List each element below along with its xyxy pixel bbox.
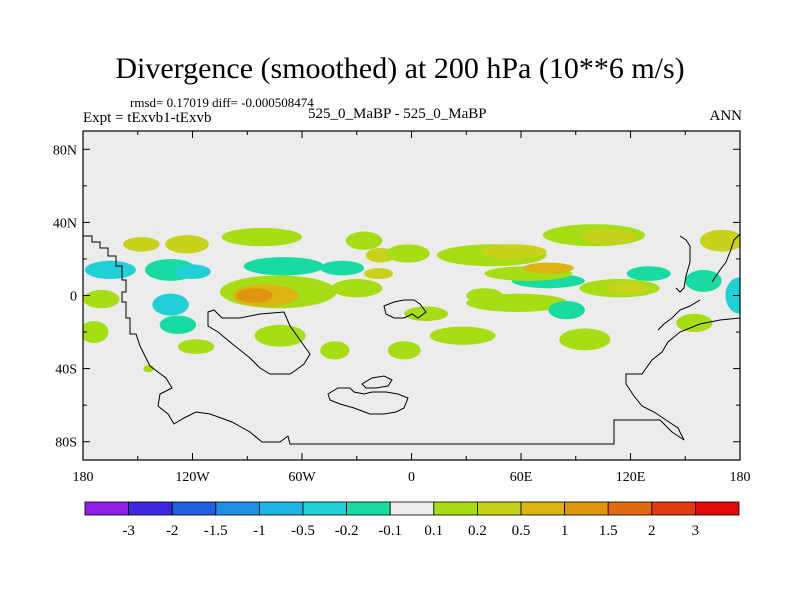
colorbar-swatch-5: [302, 501, 347, 516]
colorbar-swatch-12: [607, 501, 653, 516]
contour-region-10: [699, 229, 740, 252]
contour-region-30: [152, 293, 189, 316]
y-tick-label-1: 40N: [53, 216, 77, 231]
experiment-label: Expt = tExvb1-tExvb: [83, 110, 212, 126]
y-tick-label-3: 40S: [55, 363, 77, 378]
colorbar-swatch-14: [695, 501, 740, 516]
coastline-4: [207, 309, 311, 375]
coastline-1: [139, 345, 289, 443]
y-tick-label-4: 80S: [55, 436, 77, 451]
contour-region-17: [626, 266, 671, 281]
contour-region-23: [331, 279, 383, 298]
y-tick-label-0: 80N: [53, 143, 77, 158]
chart-title: Divergence (smoothed) at 200 hPa (10**6 …: [115, 52, 685, 85]
contour-fill-group: [83, 224, 740, 373]
contour-region-15: [320, 260, 365, 276]
contour-region-40: [320, 341, 350, 360]
coastline-7: [383, 299, 427, 319]
coastline-5: [327, 387, 409, 415]
coastline-group: [83, 233, 740, 445]
contour-region-14: [243, 257, 324, 276]
x-tick-label-4: 60E: [510, 470, 533, 485]
colorbar-label-2: -1.5: [204, 523, 228, 539]
contour-region-31: [159, 315, 197, 334]
contour-region-33: [466, 288, 503, 303]
contour-region-3: [345, 231, 383, 250]
season-label: ANN: [709, 108, 743, 124]
contour-region-1: [123, 237, 160, 252]
contour-region-29: [83, 290, 120, 309]
colorbar-swatch-10: [520, 501, 565, 516]
colorbar-swatch-9: [476, 501, 522, 516]
contour-region-24: [364, 268, 394, 280]
contour-region-28: [604, 282, 649, 294]
contour-region-19: [725, 277, 740, 314]
coastline-6: [361, 375, 393, 389]
x-tick-label-3: 0: [408, 470, 415, 485]
coastline-8: [675, 235, 691, 293]
contour-region-7: [480, 244, 547, 259]
x-tick-label-2: 60W: [288, 470, 316, 485]
y-tick-label-2: 0: [70, 290, 77, 305]
colorbar-swatch-7: [389, 501, 435, 516]
coastline-10: [657, 299, 701, 331]
contour-region-5: [385, 244, 430, 263]
contour-region-13: [174, 264, 211, 280]
coastline-0: [83, 235, 141, 347]
contour-region-39: [254, 324, 306, 347]
contour-region-9: [581, 229, 636, 245]
colorbar-label-11: 1.5: [599, 523, 618, 539]
colorbar-label-5: -0.2: [335, 523, 359, 539]
stats-line: rmsd= 0.17019 diff= -0.000508474: [130, 95, 314, 110]
colorbar-swatch-3: [215, 501, 260, 516]
coastline-2: [287, 419, 685, 445]
colorbar-label-7: 0.1: [424, 523, 443, 539]
colorbar-swatch-13: [651, 501, 696, 516]
x-tick-label-6: 180: [730, 470, 751, 485]
contour-region-42: [429, 326, 496, 345]
contour-region-43: [559, 328, 611, 351]
contour-region-22: [236, 288, 273, 303]
contour-region-11: [84, 260, 136, 280]
colorbar-swatch-1: [128, 501, 173, 516]
coastline-3: [625, 317, 740, 441]
contour-region-34: [404, 306, 448, 322]
contour-region-41: [387, 341, 421, 360]
colorbar-swatch-6: [346, 501, 391, 516]
colorbar-label-6: -0.1: [378, 523, 402, 539]
x-tick-label-1: 120W: [175, 470, 210, 485]
contour-region-44: [143, 364, 155, 373]
colorbar-label-4: -0.5: [291, 523, 315, 539]
x-tick-label-0: 180: [73, 470, 94, 485]
contour-region-35: [548, 300, 585, 320]
colorbar-label-0: -3: [122, 523, 135, 539]
coastline-9: [711, 233, 740, 283]
colorbar-swatch-8: [433, 501, 478, 516]
colorbar-swatch-11: [564, 501, 609, 516]
contour-region-37: [83, 321, 109, 344]
colorbar-label-12: 2: [648, 523, 656, 539]
contour-region-0: [165, 235, 209, 254]
colorbar-label-9: 0.5: [512, 523, 531, 539]
contour-region-2: [221, 227, 302, 247]
colorbar-label-8: 0.2: [468, 523, 487, 539]
colorbar-label-1: -2: [166, 523, 179, 539]
colorbar-swatch-2: [171, 501, 217, 516]
colorbar-label-13: 3: [692, 523, 700, 539]
contour-region-38: [177, 339, 215, 354]
colorbar-swatch-0: [84, 501, 129, 516]
x-tick-label-5: 120E: [616, 470, 646, 485]
contour-region-26: [522, 262, 574, 274]
colorbar-label-3: -1: [253, 523, 266, 539]
colorbar-swatch-4: [258, 501, 304, 516]
case-label: 525_0_MaBP - 525_0_MaBP: [308, 106, 487, 122]
colorbar-label-10: 1: [561, 523, 569, 539]
contour-region-18: [685, 269, 722, 292]
contour-region-36: [676, 313, 713, 333]
